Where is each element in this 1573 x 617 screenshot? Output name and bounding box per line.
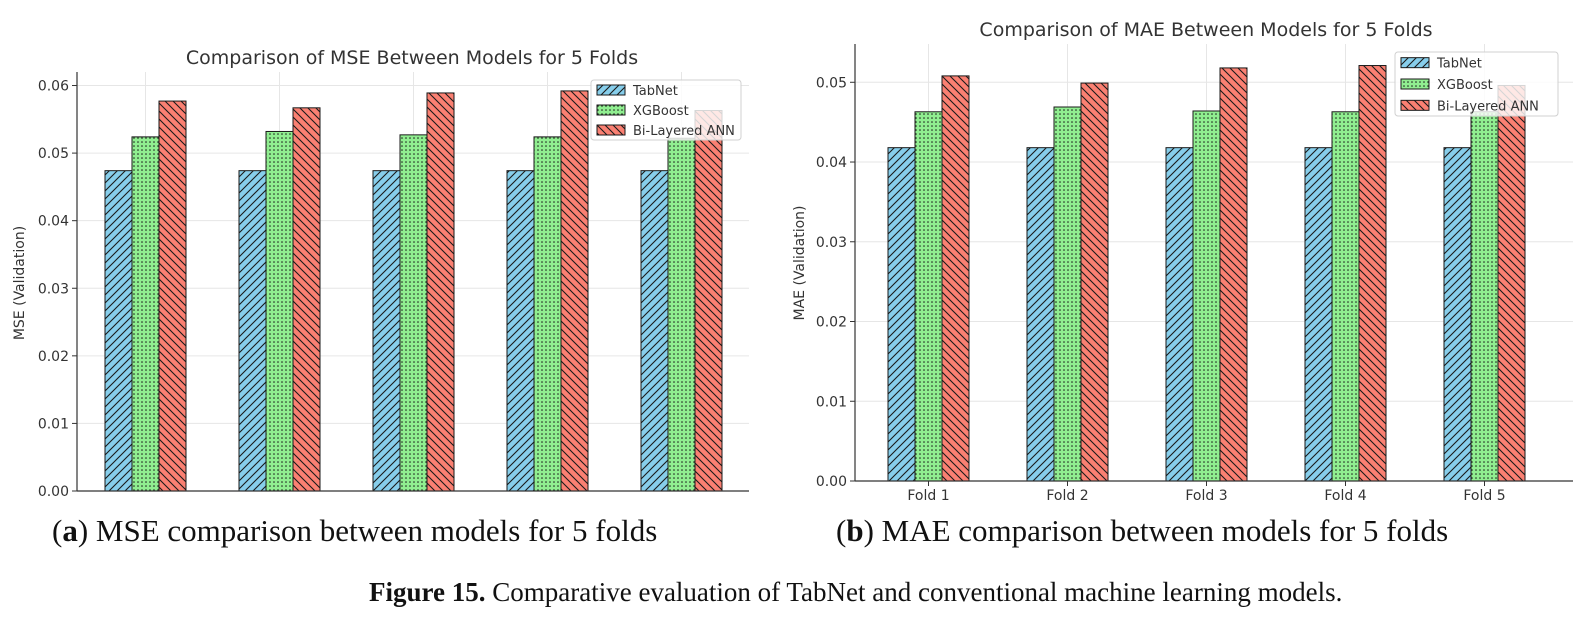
y-tick-label: 0.01 (816, 394, 847, 410)
svg-text:Bi-Layered ANN: Bi-Layered ANN (1437, 99, 1539, 114)
bar-xgboost-fold-2 (1053, 106, 1082, 482)
bar-bi-layered-ann-fold-4 (1358, 65, 1387, 482)
bar-bi-layered-ann-fold-3 (426, 92, 455, 492)
subcaption-b-label: b (846, 513, 864, 548)
legend-item-xgboost: XGBoost (1400, 78, 1493, 93)
legend-item-bi-layered-ann: Bi-Layered ANN (596, 124, 735, 139)
bar-xgboost-fold-3 (399, 134, 428, 492)
legend-box (590, 79, 742, 141)
mae-chart: Comparison of MAE Between Models for 5 F… (792, 19, 1573, 504)
legend-item-tabnet: TabNet (596, 84, 678, 99)
bar-bi-layered-ann-fold-2 (292, 107, 321, 492)
legend-box (1394, 51, 1559, 117)
y-tick-label: 0.04 (38, 214, 69, 230)
bar-bi-layered-ann-fold-1 (158, 100, 187, 492)
subcaption-a: (a) MSE comparison between models for 5 … (52, 513, 658, 548)
figure-caption-text: Comparative evaluation of TabNet and con… (492, 577, 1343, 607)
x-tick-label: Fold 2 (1046, 488, 1088, 504)
bar-xgboost-fold-5 (1470, 111, 1499, 482)
legend-item-xgboost: XGBoost (596, 104, 689, 119)
bar-tabnet-fold-5 (640, 170, 669, 492)
bar-tabnet-fold-5 (1443, 147, 1472, 482)
y-tick-label: 0.00 (816, 474, 847, 490)
bar-bi-layered-ann-fold-2 (1080, 82, 1109, 482)
bar-bi-layered-ann-fold-3 (1219, 67, 1248, 482)
bar-xgboost-fold-4 (533, 136, 562, 492)
x-tick-label: Fold 1 (907, 488, 949, 504)
y-tick-label: 0.04 (816, 155, 847, 171)
bar-tabnet-fold-2 (238, 170, 267, 492)
legend-item-bi-layered-ann: Bi-Layered ANN (1400, 99, 1539, 114)
subcaption-a-text: MSE comparison between models for 5 fold… (95, 513, 658, 548)
y-tick-label: 0.03 (38, 281, 69, 297)
subcaption-a-label: a (62, 513, 78, 548)
y-axis-label: MAE (Validation) (792, 205, 808, 320)
figure-caption: Figure 15. Comparative evaluation of Tab… (369, 577, 1342, 608)
bar-bi-layered-ann-fold-5 (694, 110, 723, 492)
chart-title: Comparison of MSE Between Models for 5 F… (186, 47, 638, 69)
subcaption-b-text: MAE comparison between models for 5 fold… (881, 513, 1449, 548)
bar-xgboost-fold-4 (1331, 111, 1360, 482)
bar-tabnet-fold-1 (104, 170, 133, 492)
y-tick-label: 0.02 (38, 349, 69, 365)
y-tick-label: 0.02 (816, 315, 847, 331)
x-tick-label: Fold 3 (1185, 488, 1227, 504)
subcaption-b: (b) MAE comparison between models for 5 … (836, 513, 1449, 548)
svg-text:XGBoost: XGBoost (1437, 78, 1493, 93)
y-tick-label: 0.06 (38, 79, 69, 95)
svg-text:TabNet: TabNet (632, 84, 678, 99)
y-tick-label: 0.05 (38, 146, 69, 162)
x-tick-label: Fold 4 (1324, 488, 1366, 504)
chart-title: Comparison of MAE Between Models for 5 F… (979, 19, 1432, 41)
y-tick-label: 0.05 (816, 75, 847, 91)
bar-bi-layered-ann-fold-5 (1497, 84, 1526, 482)
bar-bi-layered-ann-fold-4 (560, 90, 589, 492)
bar-tabnet-fold-1 (887, 147, 916, 482)
x-tick-label: Fold 5 (1463, 488, 1505, 504)
y-tick-label: 0.00 (38, 484, 69, 500)
figure-caption-label: Figure 15. (369, 577, 486, 607)
legend-item-tabnet: TabNet (1400, 57, 1482, 72)
bar-xgboost-fold-5 (667, 137, 696, 492)
bar-xgboost-fold-2 (265, 130, 294, 492)
bar-xgboost-fold-1 (914, 111, 943, 482)
bar-bi-layered-ann-fold-1 (941, 75, 970, 482)
svg-text:TabNet: TabNet (1436, 57, 1482, 72)
bar-xgboost-fold-1 (131, 136, 160, 492)
y-tick-label: 0.01 (38, 416, 69, 432)
y-axis-label: MSE (Validation) (12, 226, 28, 340)
y-tick-label: 0.03 (816, 235, 847, 251)
svg-text:XGBoost: XGBoost (633, 104, 689, 119)
bar-tabnet-fold-2 (1026, 147, 1055, 482)
bar-tabnet-fold-4 (506, 170, 535, 492)
bar-tabnet-fold-3 (372, 170, 401, 492)
mse-chart: Comparison of MSE Between Models for 5 F… (12, 47, 749, 500)
bar-tabnet-fold-3 (1165, 147, 1194, 482)
bar-xgboost-fold-3 (1192, 110, 1221, 482)
bar-tabnet-fold-4 (1304, 147, 1333, 482)
svg-text:Bi-Layered ANN: Bi-Layered ANN (633, 124, 735, 139)
